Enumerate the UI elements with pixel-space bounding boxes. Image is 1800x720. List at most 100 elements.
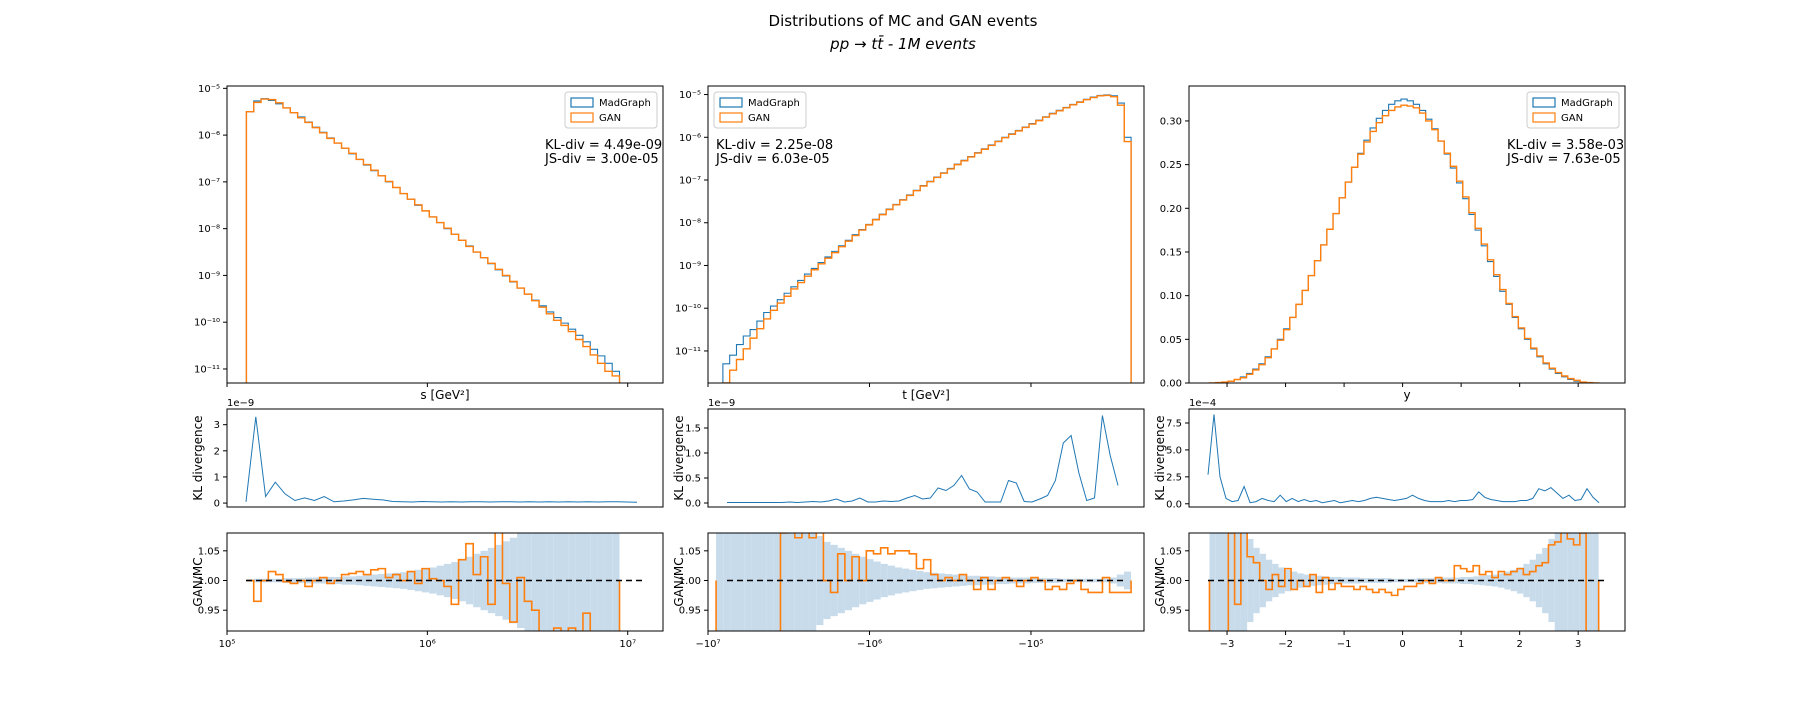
- uncertainty-band-bin: [509, 537, 518, 624]
- uncertainty-band-bin: [1341, 577, 1348, 584]
- uncertainty-band-bin: [1272, 563, 1279, 598]
- ratio-xtick-label: 0: [1399, 639, 1405, 650]
- main-ytick-label: 10⁻⁶: [198, 131, 220, 142]
- uncertainty-band-bin: [716, 533, 724, 631]
- uncertainty-band-bin: [429, 567, 437, 594]
- main-ytick-label: 10⁻⁷: [679, 176, 701, 187]
- legend-label-madgraph: MadGraph: [1561, 98, 1613, 109]
- kl-divergence-line: [245, 416, 638, 503]
- uncertainty-band-bin: [1573, 533, 1580, 631]
- uncertainty-band-bin: [751, 533, 760, 631]
- uncertainty-band-bin: [794, 533, 802, 631]
- ratio-ylabel: GAN/MC: [672, 557, 686, 606]
- ratio-xtick-label: 10⁷: [619, 639, 636, 650]
- main-ytick-label: 10⁻⁸: [198, 224, 220, 235]
- ratio-xtick-label: −3: [1220, 639, 1235, 650]
- legend-label-madgraph: MadGraph: [748, 98, 800, 109]
- main-ytick-label: 0.30: [1160, 116, 1182, 127]
- legend-label-gan: GAN: [599, 113, 621, 124]
- main-axes-frame: [707, 85, 1145, 384]
- kl-div-annotation: KL-div = 2.25e-08: [716, 138, 833, 153]
- uncertainty-band-bin: [319, 577, 327, 584]
- uncertainty-band-bin: [348, 576, 357, 585]
- main-ytick-label: 10⁻⁹: [679, 261, 701, 272]
- uncertainty-band-bin: [1592, 533, 1599, 631]
- main-ytick-label: 10⁻¹⁰: [675, 304, 701, 315]
- main-ytick-label: 10⁻¹⁰: [194, 318, 220, 329]
- kl-ytick-label: 1.5: [685, 424, 701, 435]
- kl-axes-frame: [707, 408, 1145, 508]
- main-axes-frame: [226, 85, 664, 384]
- ratio-ytick-label: 1.00: [679, 576, 701, 587]
- legend-box: [713, 91, 807, 129]
- uncertainty-band-bin: [604, 533, 613, 631]
- uncertainty-band-bin: [766, 533, 774, 631]
- uncertainty-band-bin: [1002, 576, 1010, 585]
- uncertainty-band-bin: [1291, 571, 1298, 590]
- main-ytick-label: 0.00: [1160, 379, 1182, 390]
- legend-box: [1526, 91, 1620, 129]
- kl-ytick-label: 3: [214, 420, 220, 431]
- ratio-ylabel: GAN/MC: [191, 557, 205, 606]
- uncertainty-band-bin: [524, 533, 532, 631]
- uncertainty-band-bin: [744, 533, 752, 631]
- uncertainty-band-bin: [268, 578, 276, 583]
- uncertainty-band-bin: [1372, 578, 1379, 583]
- panel-y: 0.000.050.100.150.200.250.30yMadGraphGAN…: [1153, 85, 1626, 650]
- kl-ytick-label: 0.0: [1166, 499, 1182, 510]
- uncertainty-band-bin: [730, 533, 738, 631]
- kl-ytick-label: 2.5: [1166, 472, 1182, 483]
- uncertainty-band-bin: [568, 533, 576, 631]
- ratio-xtick-label: −2: [1278, 639, 1293, 650]
- uncertainty-band-bin: [1303, 574, 1310, 587]
- uncertainty-band-bin: [880, 563, 888, 598]
- uncertainty-band-bin: [560, 533, 569, 631]
- main-ytick-label: 10⁻⁵: [198, 84, 220, 95]
- panel-s: 10⁻¹¹ 10⁻¹⁰ 10⁻⁹ 10⁻⁸ 10⁻⁷ 10⁻⁶ 10⁻⁵ s [GeV²] Ma…: [191, 84, 664, 650]
- uncertainty-band-bin: [1391, 578, 1398, 583]
- uncertainty-band-bin: [1080, 578, 1089, 583]
- uncertainty-band-bin: [1284, 569, 1292, 592]
- gan-histogram: [245, 98, 621, 383]
- main-ytick-label: 10⁻⁹: [198, 271, 220, 282]
- uncertainty-band-bin: [539, 533, 547, 631]
- main-xlabel: t [GeV²]: [902, 388, 950, 402]
- ratio-xtick-label: 2: [1516, 639, 1522, 650]
- kl-ytick-label: 0.0: [685, 499, 701, 510]
- uncertainty-band-bin: [1215, 533, 1223, 631]
- ratio-xtick-label: 10⁵: [219, 639, 236, 650]
- main-ytick-label: 10⁻⁵: [679, 90, 701, 101]
- kl-ytick-label: 7.5: [1166, 419, 1182, 430]
- js-div-annotation: JS-div = 7.63e-05: [1506, 152, 1621, 167]
- uncertainty-band-bin: [597, 533, 605, 631]
- uncertainty-band-bin: [1240, 533, 1248, 631]
- uncertainty-band-bin: [902, 568, 910, 593]
- kl-ytick-label: 2: [214, 446, 220, 457]
- kl-ytick-label: 1: [214, 472, 220, 483]
- legend-swatch-gan: [570, 112, 594, 123]
- kl-divergence-line: [1207, 414, 1600, 504]
- ratio-xtick-label: 1: [1458, 639, 1464, 650]
- kl-ytick-label: 1.0: [685, 449, 701, 460]
- ratio-ytick-label: 1.00: [198, 576, 220, 587]
- main-ytick-label: 10⁻⁷: [198, 177, 220, 188]
- uncertainty-band-bin: [787, 533, 795, 631]
- main-ytick-label: 0.05: [1160, 335, 1182, 346]
- kl-ylabel: KL divergence: [191, 415, 205, 500]
- kl-ylabel: KL divergence: [672, 415, 686, 500]
- legend-swatch-gan: [719, 112, 743, 123]
- uncertainty-band-bin: [421, 568, 430, 593]
- legend: MadGraph GAN: [1526, 91, 1620, 129]
- uncertainty-band-bin: [809, 533, 817, 631]
- ratio-ytick-label: 0.95: [679, 606, 701, 617]
- uncertainty-band-bin: [531, 533, 540, 631]
- uncertainty-band-bin: [1059, 578, 1067, 583]
- figure-title: Distributions of MC and GAN events: [769, 12, 1038, 30]
- uncertainty-band-bin: [590, 533, 598, 631]
- uncertainty-band-bin: [737, 533, 745, 631]
- uncertainty-band-bin: [1228, 533, 1235, 631]
- gan-mc-ratio-line: [715, 533, 1132, 631]
- uncertainty-band-bin: [1030, 578, 1039, 583]
- main-ytick-label: 0.25: [1160, 160, 1182, 171]
- uncertainty-band-bin: [1052, 578, 1060, 583]
